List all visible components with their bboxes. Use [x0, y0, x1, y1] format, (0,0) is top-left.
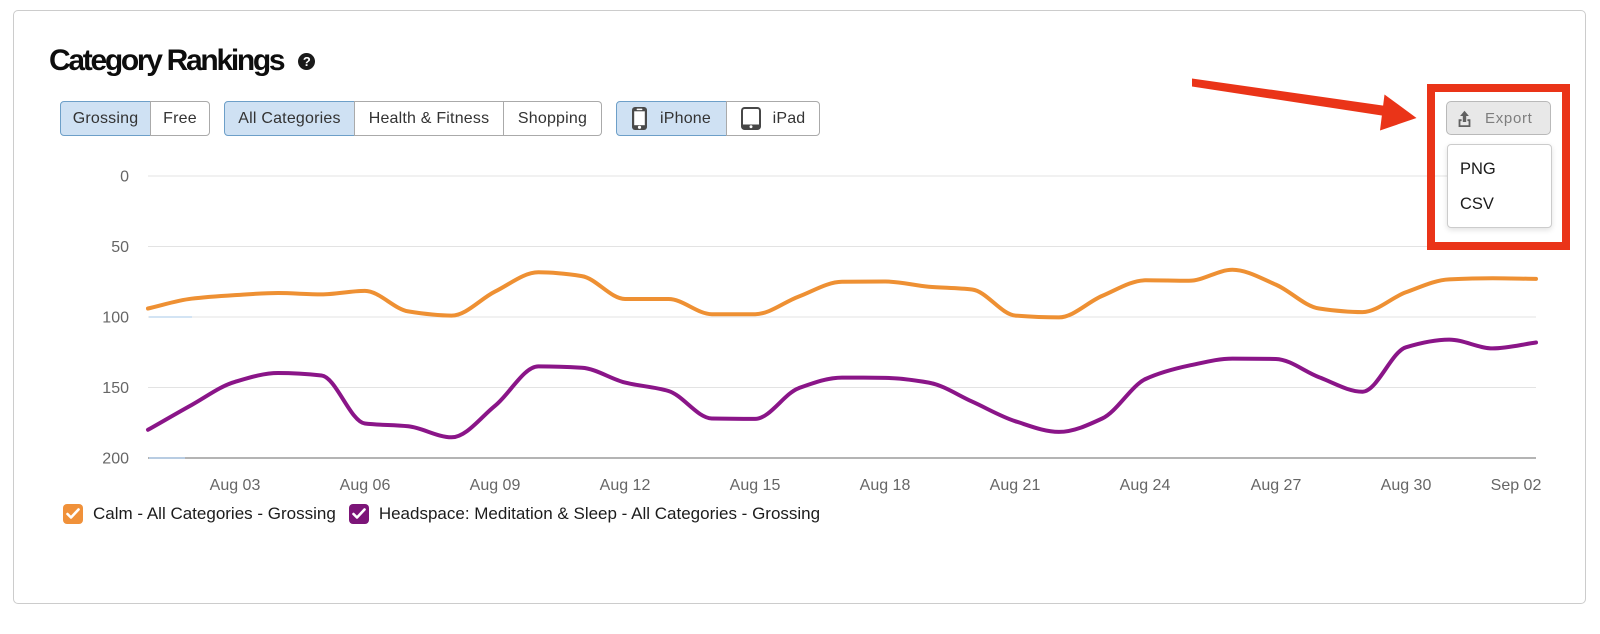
svg-text:100: 100: [102, 310, 129, 327]
svg-text:Aug 03: Aug 03: [210, 477, 261, 494]
svg-text:Aug 09: Aug 09: [470, 477, 521, 494]
svg-text:150: 150: [102, 380, 129, 397]
svg-text:0: 0: [120, 169, 129, 186]
svg-text:Aug 21: Aug 21: [990, 477, 1041, 494]
svg-text:200: 200: [102, 451, 129, 468]
svg-text:Sep 02: Sep 02: [1491, 477, 1542, 494]
svg-text:Aug 12: Aug 12: [600, 477, 651, 494]
svg-text:50: 50: [111, 239, 129, 256]
svg-text:Aug 18: Aug 18: [860, 477, 911, 494]
svg-text:Aug 24: Aug 24: [1120, 477, 1171, 494]
svg-text:Aug 15: Aug 15: [730, 477, 781, 494]
svg-text:Aug 06: Aug 06: [340, 477, 391, 494]
svg-text:Aug 30: Aug 30: [1381, 477, 1432, 494]
svg-text:Aug 27: Aug 27: [1251, 477, 1302, 494]
